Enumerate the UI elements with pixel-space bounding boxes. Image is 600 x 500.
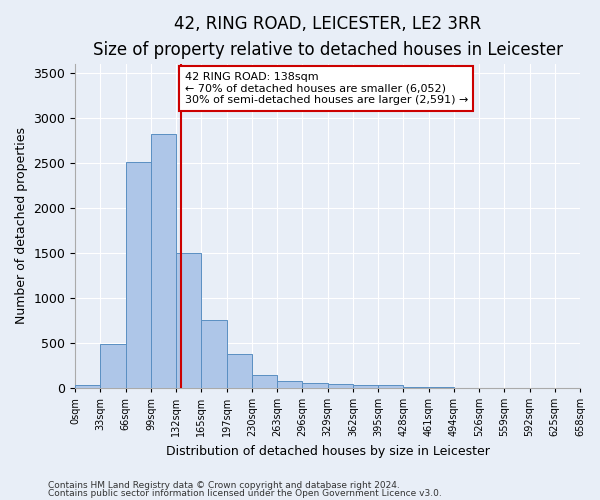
- Text: Contains HM Land Registry data © Crown copyright and database right 2024.: Contains HM Land Registry data © Crown c…: [48, 480, 400, 490]
- Bar: [151, 134, 176, 388]
- Bar: [252, 374, 277, 388]
- Bar: [302, 384, 328, 388]
- Bar: [328, 384, 353, 388]
- Bar: [100, 344, 125, 388]
- X-axis label: Distribution of detached houses by size in Leicester: Distribution of detached houses by size …: [166, 444, 490, 458]
- Bar: [125, 162, 151, 388]
- Bar: [202, 320, 227, 388]
- Bar: [227, 354, 252, 388]
- Bar: [176, 253, 202, 388]
- Bar: [353, 384, 378, 388]
- Text: Contains public sector information licensed under the Open Government Licence v3: Contains public sector information licen…: [48, 489, 442, 498]
- Y-axis label: Number of detached properties: Number of detached properties: [15, 127, 28, 324]
- Bar: [75, 385, 100, 388]
- Text: 42 RING ROAD: 138sqm
← 70% of detached houses are smaller (6,052)
30% of semi-de: 42 RING ROAD: 138sqm ← 70% of detached h…: [185, 72, 468, 105]
- Title: 42, RING ROAD, LEICESTER, LE2 3RR
Size of property relative to detached houses i: 42, RING ROAD, LEICESTER, LE2 3RR Size o…: [92, 15, 563, 60]
- Bar: [277, 381, 302, 388]
- Bar: [378, 385, 403, 388]
